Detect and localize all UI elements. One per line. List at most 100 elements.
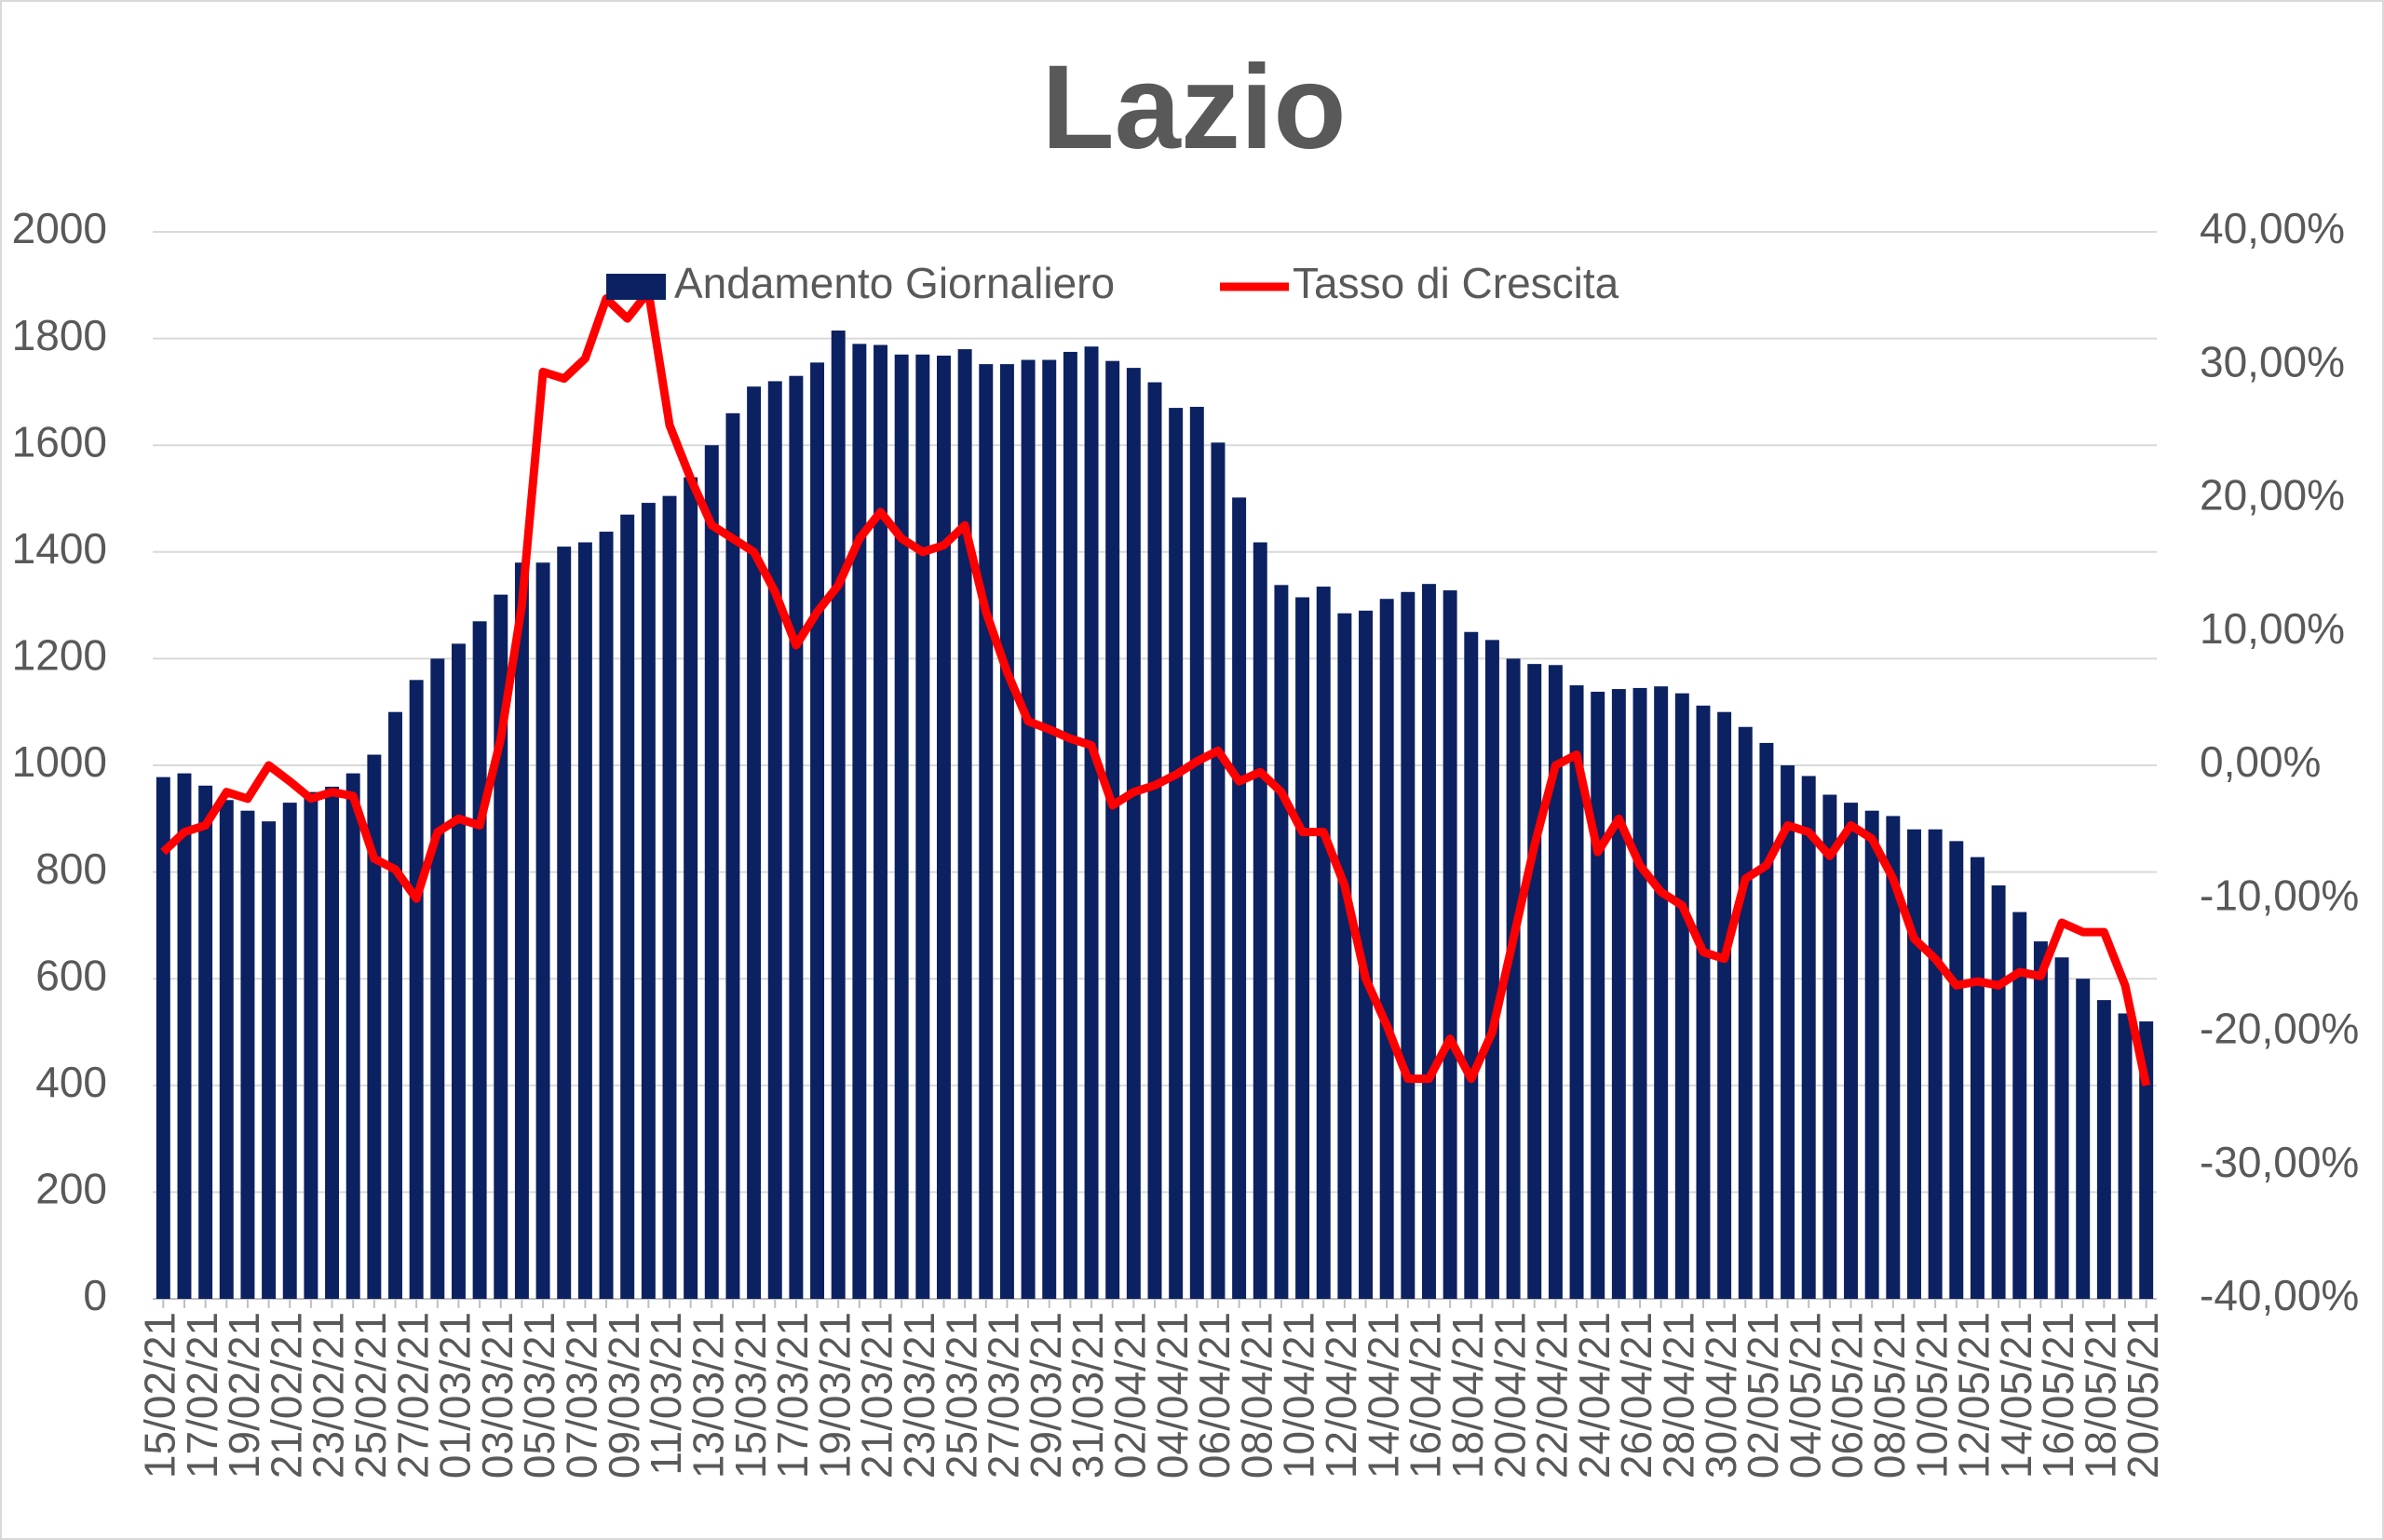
bar xyxy=(1696,705,1711,1299)
x-tick-label: 08/04/21 xyxy=(1232,1312,1280,1479)
bar xyxy=(430,658,445,1299)
bar xyxy=(852,344,867,1300)
bar xyxy=(1548,665,1563,1299)
y2-tick-label: 40,00% xyxy=(2200,204,2345,252)
y-tick-label: 1600 xyxy=(12,417,107,466)
bar xyxy=(874,344,887,1299)
x-tick-label: 27/03/21 xyxy=(980,1312,1028,1479)
bar xyxy=(1379,599,1394,1299)
bar xyxy=(1359,610,1374,1299)
x-tick-label: 17/03/21 xyxy=(768,1312,817,1479)
x-tick-label: 27/02/21 xyxy=(388,1312,437,1479)
bar xyxy=(620,514,635,1299)
bar xyxy=(1422,584,1436,1299)
bar xyxy=(1337,613,1352,1299)
legend-swatch xyxy=(606,274,666,300)
x-tick-label: 25/03/21 xyxy=(937,1312,985,1479)
bar xyxy=(1781,765,1795,1299)
bar xyxy=(1063,351,1077,1299)
x-tick-label: 05/03/21 xyxy=(515,1312,563,1479)
bar xyxy=(1105,360,1120,1299)
bar xyxy=(999,364,1014,1299)
bar xyxy=(304,791,318,1299)
bar xyxy=(1864,810,1879,1299)
x-tick-label: 02/05/21 xyxy=(1739,1312,1787,1479)
y-tick-label: 1400 xyxy=(12,524,107,573)
y2-tick-label: 10,00% xyxy=(2200,604,2345,653)
bar xyxy=(936,355,951,1299)
bar xyxy=(325,786,340,1299)
x-tick-label: 11/03/21 xyxy=(642,1312,690,1476)
bar xyxy=(219,800,234,1299)
x-tick-label: 13/03/21 xyxy=(684,1312,732,1479)
x-tick-label: 10/05/21 xyxy=(1907,1312,1956,1479)
bar xyxy=(1295,597,1310,1299)
y-tick-label: 1800 xyxy=(12,311,107,359)
chart-title: Lazio xyxy=(1041,41,1346,174)
x-tick-label: 12/04/21 xyxy=(1317,1312,1365,1479)
bar xyxy=(1147,382,1162,1299)
x-tick-label: 25/02/21 xyxy=(346,1312,395,1479)
y2-tick-label: 20,00% xyxy=(2200,471,2345,520)
bar xyxy=(409,680,424,1299)
x-tick-label: 22/04/21 xyxy=(1528,1312,1577,1479)
bar xyxy=(1591,691,1605,1299)
bar xyxy=(282,803,297,1299)
bar xyxy=(1084,346,1099,1299)
bar xyxy=(1759,742,1774,1299)
x-tick-label: 09/03/21 xyxy=(600,1312,648,1479)
x-tick-label: 19/02/21 xyxy=(220,1312,268,1479)
bar xyxy=(1907,829,1921,1299)
bar xyxy=(1042,359,1057,1299)
bar xyxy=(1844,803,1859,1299)
bar xyxy=(2118,1013,2133,1299)
x-tick-label: 03/03/21 xyxy=(473,1312,522,1479)
x-tick-label: 17/02/21 xyxy=(178,1312,226,1479)
bar xyxy=(1886,816,1901,1299)
bar xyxy=(535,562,550,1299)
bar xyxy=(514,562,529,1299)
bar xyxy=(957,349,972,1299)
bar xyxy=(1484,640,1499,1299)
bar xyxy=(1611,689,1626,1299)
x-tick-label: 23/03/21 xyxy=(895,1312,943,1479)
y2-tick-label: -30,00% xyxy=(2200,1138,2359,1186)
x-tick-label: 23/02/21 xyxy=(305,1312,353,1479)
bar xyxy=(2076,979,2091,1299)
y2-tick-label: -20,00% xyxy=(2200,1005,2359,1053)
bar xyxy=(747,386,762,1299)
bar xyxy=(1253,542,1267,1299)
x-tick-label: 16/04/21 xyxy=(1402,1312,1450,1479)
x-tick-label: 07/03/21 xyxy=(558,1312,606,1479)
bar xyxy=(1506,658,1521,1299)
bar xyxy=(198,785,213,1299)
bar xyxy=(156,777,170,1299)
x-tick-label: 21/02/21 xyxy=(262,1312,310,1479)
bar xyxy=(2054,957,2069,1299)
x-tick-label: 24/04/21 xyxy=(1570,1312,1619,1479)
x-tick-label: 29/03/21 xyxy=(1022,1312,1070,1479)
bar xyxy=(1949,841,1964,1299)
bar xyxy=(388,711,402,1299)
y-tick-label: 1200 xyxy=(12,631,107,680)
bar xyxy=(1674,693,1689,1299)
legend-label: Tasso di Crescita xyxy=(1293,259,1619,307)
bar xyxy=(1991,885,2006,1299)
x-tick-label: 19/03/21 xyxy=(810,1312,859,1479)
x-tick-label: 18/05/21 xyxy=(2077,1312,2125,1479)
bar xyxy=(767,381,782,1299)
bar xyxy=(1822,794,1837,1299)
y-tick-label: 400 xyxy=(35,1058,107,1106)
x-tick-label: 06/05/21 xyxy=(1823,1312,1872,1479)
bar xyxy=(1464,631,1479,1299)
bar xyxy=(240,810,255,1299)
x-tick-label: 30/04/21 xyxy=(1697,1312,1745,1479)
bar xyxy=(979,364,994,1299)
bar xyxy=(1654,686,1669,1299)
x-tick-label: 04/05/21 xyxy=(1781,1312,1829,1479)
y-tick-label: 0 xyxy=(83,1271,107,1319)
bar xyxy=(1569,685,1584,1299)
bar xyxy=(472,621,487,1299)
bar xyxy=(1632,687,1647,1299)
